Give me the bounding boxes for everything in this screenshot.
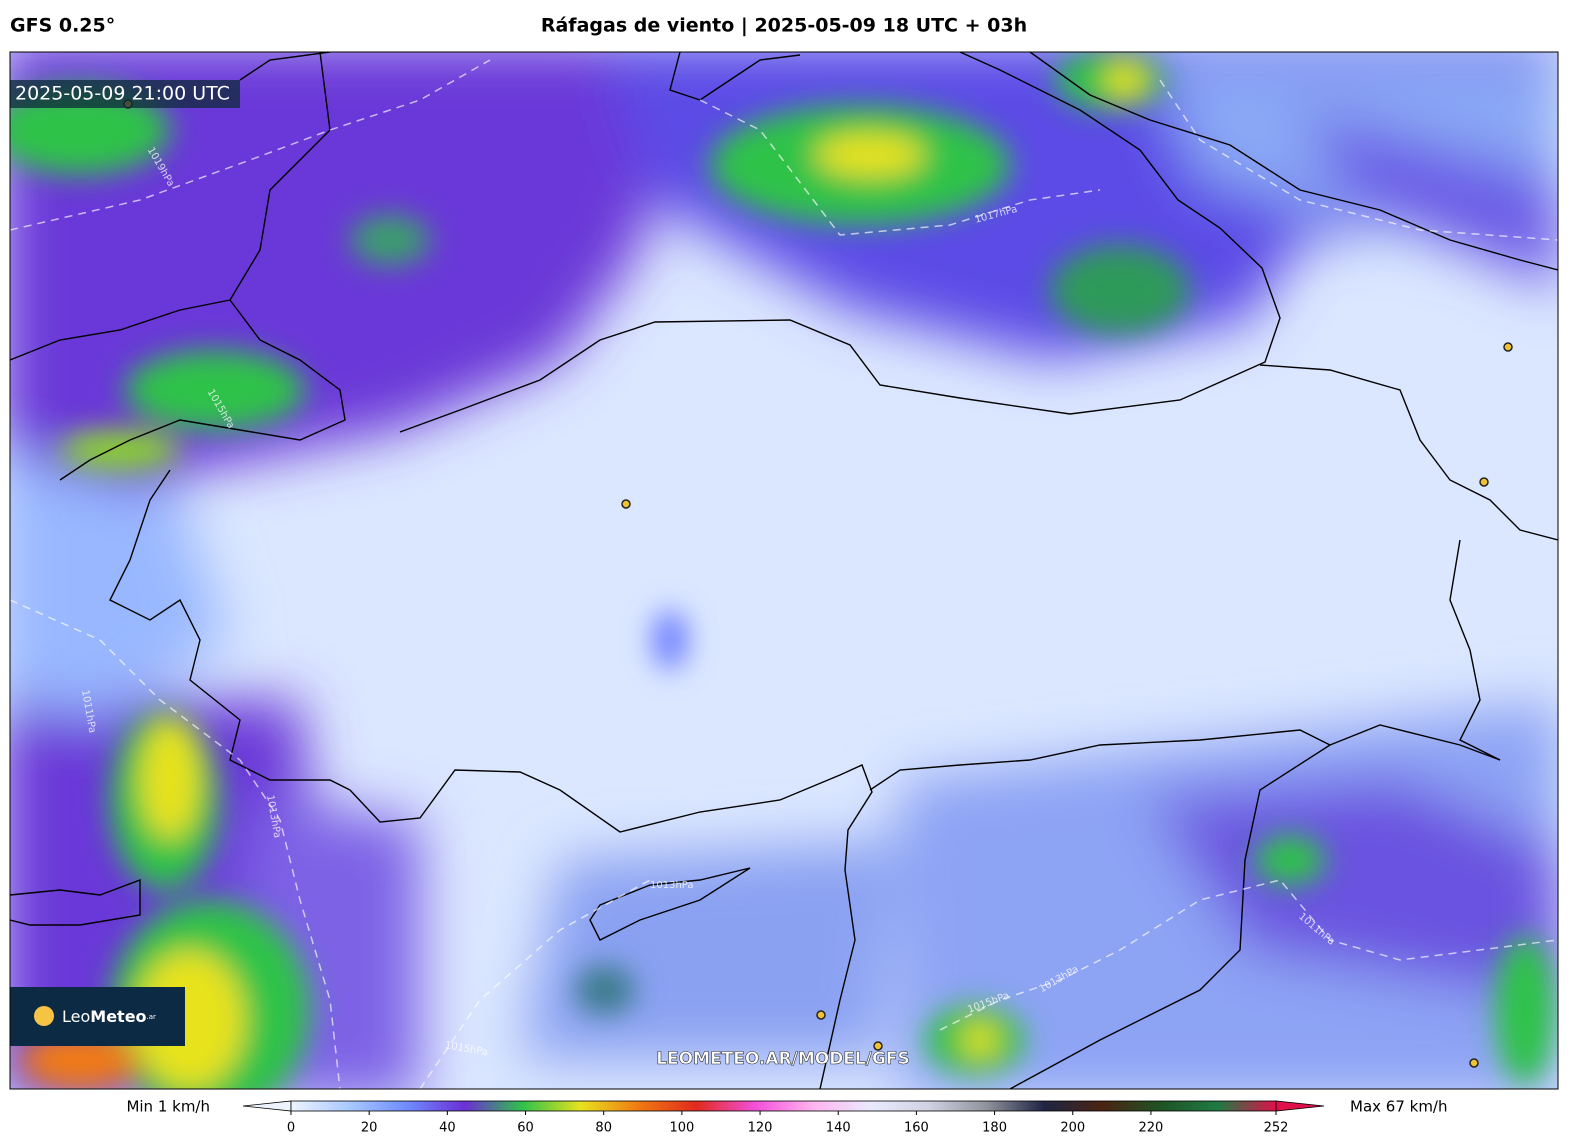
colorbar-tick-label: 252 — [1264, 1121, 1289, 1136]
colorbar-min-arrow — [242, 1100, 292, 1112]
gust-field — [10, 52, 1558, 1089]
watermark: LEOMETEO.AR/MODEL/GFS — [656, 1049, 910, 1069]
map-frame — [9, 51, 1559, 1090]
colorbar-tick-label: 100 — [669, 1121, 694, 1136]
colorbar-tick-label: 220 — [1139, 1121, 1164, 1136]
colorbar-tick-label: 40 — [439, 1121, 456, 1136]
colorbar: 0 20 40 60 80 100 120 140 160 180 200 220 252 — [242, 1100, 1325, 1136]
logo-text: LeoMeteo.ar — [62, 1007, 156, 1026]
logo-sun — [34, 1006, 54, 1026]
colorbar-tick-label: 20 — [361, 1121, 378, 1136]
colorbar-tick-label: 120 — [748, 1121, 773, 1136]
colorbar-gradient — [290, 1100, 1277, 1112]
map-title: Ráfagas de viento | 2025-05-09 18 UTC + … — [541, 15, 1027, 37]
logo-suffix: .ar — [147, 1013, 157, 1021]
colorbar-tick-label: 0 — [287, 1121, 295, 1136]
colorbar-tick-label: 60 — [517, 1121, 534, 1136]
colorbar-tick-label: 200 — [1060, 1121, 1085, 1136]
colorbar-tick-label: 160 — [904, 1121, 929, 1136]
colorbar-tick-label: 80 — [595, 1121, 612, 1136]
timestamp-box — [10, 80, 240, 108]
model-label: GFS 0.25° — [10, 15, 115, 37]
colorbar-tick-label: 140 — [826, 1121, 851, 1136]
map-area: 1019hPa1017hPa1015hPa1013hPa1011hPa1015h… — [10, 52, 1558, 1089]
gust-peaks — [10, 52, 1555, 1089]
isobars — [10, 59, 1558, 1089]
logo-name: Leo — [62, 1007, 90, 1026]
colorbar-tick-label: 180 — [982, 1121, 1007, 1136]
colorbar-min-label: Min 1 km/h — [126, 1098, 210, 1116]
coastlines — [10, 52, 1558, 1089]
isobar-label: 1013hPa — [650, 880, 694, 891]
colorbar-max-arrow — [1275, 1100, 1325, 1112]
colorbar-max-label: Max 67 km/h — [1350, 1098, 1448, 1116]
logo-name-bold: Meteo — [90, 1007, 146, 1026]
timestamp: 2025-05-09 21:00 UTC — [15, 83, 230, 105]
